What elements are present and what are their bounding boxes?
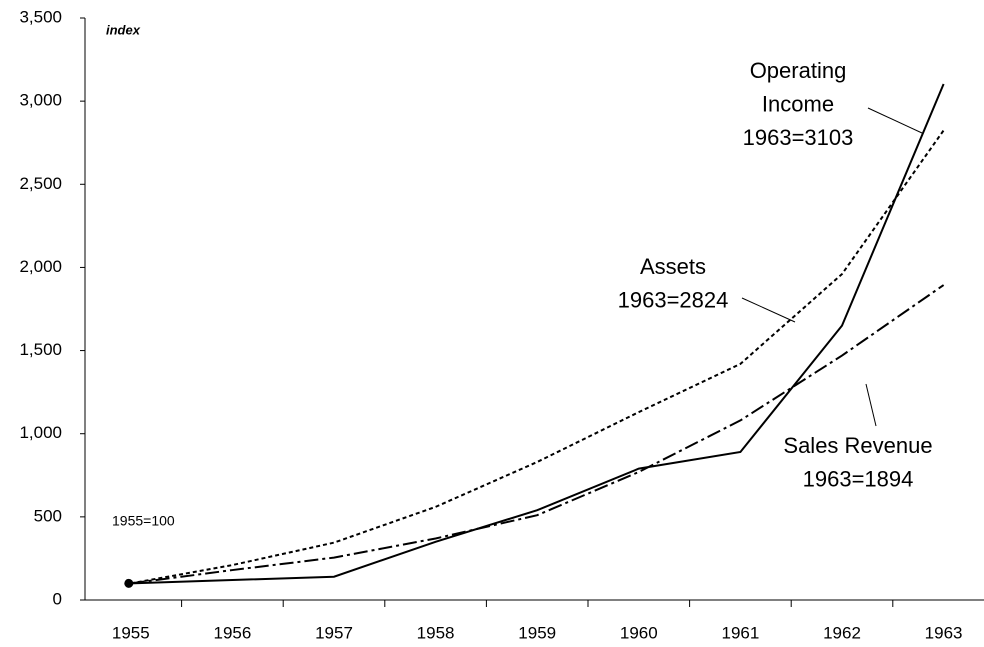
- leader-line: [741, 297, 796, 323]
- y-tick-label: 2,000: [19, 257, 62, 276]
- x-tick-label: 1955: [112, 623, 150, 642]
- y-tick-label: 3,000: [19, 91, 62, 110]
- y-axis-label: index: [106, 22, 141, 37]
- x-tick-label: 1960: [620, 623, 658, 642]
- base-point: [124, 578, 134, 588]
- y-tick-label: 0: [53, 589, 62, 608]
- x-tick-label: 1958: [417, 623, 455, 642]
- y-tick-label: 1,500: [19, 340, 62, 359]
- annotation: Operating: [750, 58, 847, 83]
- series-line: [130, 83, 945, 585]
- x-tick-label: 1959: [518, 623, 556, 642]
- series-line: [130, 129, 945, 585]
- base-note: 1955=100: [112, 513, 175, 529]
- x-tick-label: 1957: [315, 623, 353, 642]
- x-tick-label: 1956: [213, 623, 251, 642]
- annotation: 1963=2824: [618, 287, 729, 312]
- y-tick-label: 500: [34, 506, 62, 525]
- leader-line: [865, 383, 877, 427]
- y-tick-label: 2,500: [19, 174, 62, 193]
- annotation: Assets: [640, 254, 706, 279]
- y-tick-label: 3,500: [19, 7, 62, 26]
- annotation: Sales Revenue: [783, 433, 932, 458]
- leader-line: [867, 107, 923, 134]
- x-tick-label: 1961: [721, 623, 759, 642]
- annotation: 1963=1894: [803, 466, 914, 491]
- series-line: [130, 284, 945, 585]
- annotation: 1963=3103: [743, 125, 854, 150]
- x-tick-label: 1963: [925, 623, 963, 642]
- x-tick-label: 1962: [823, 623, 861, 642]
- annotation: Income: [762, 91, 834, 116]
- y-tick-label: 1,000: [19, 423, 62, 442]
